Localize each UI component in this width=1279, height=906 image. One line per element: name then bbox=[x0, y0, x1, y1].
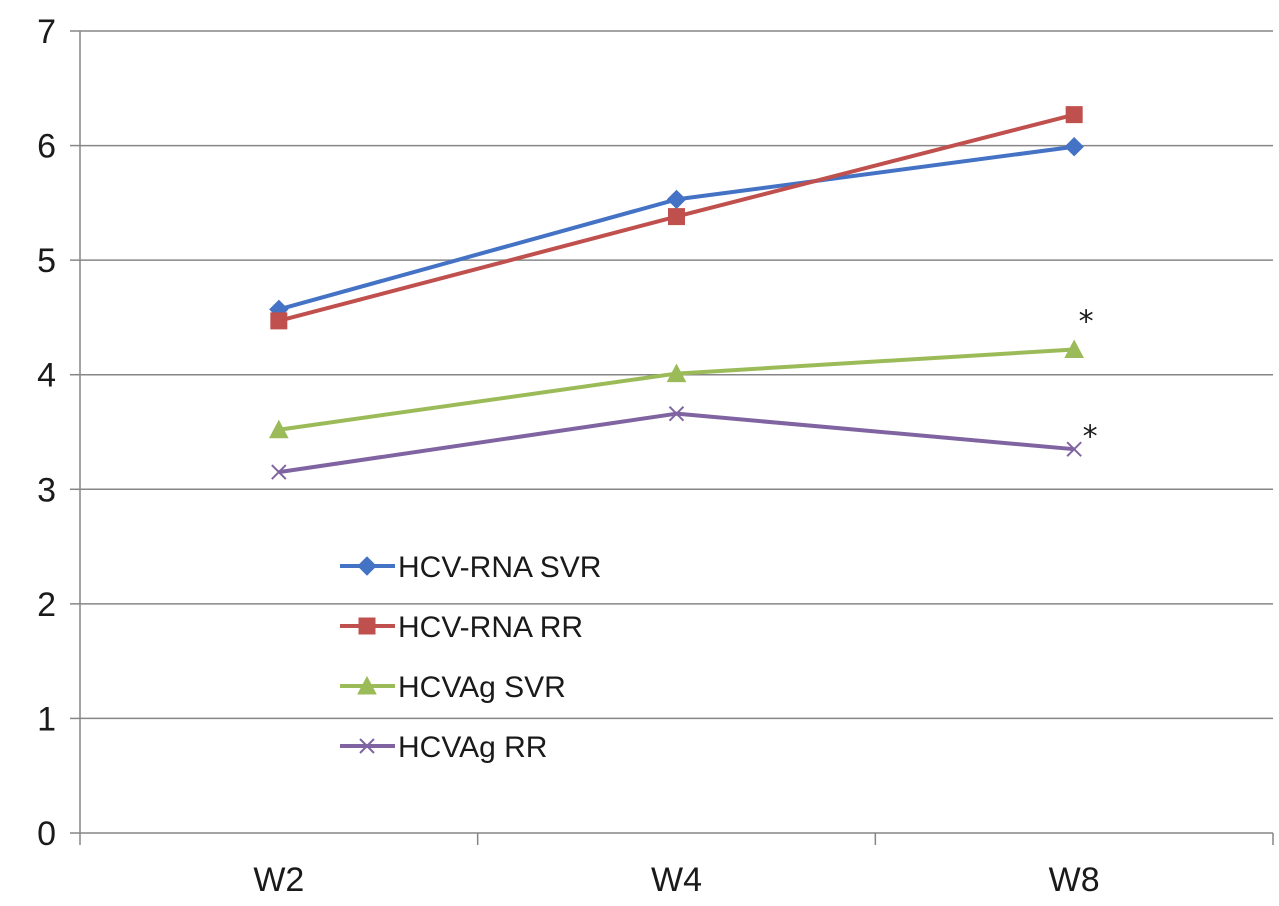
series-3 bbox=[271, 405, 1082, 480]
data-point bbox=[1064, 137, 1084, 157]
legend-marker bbox=[359, 738, 375, 754]
y-tick-label: 6 bbox=[37, 128, 56, 166]
data-point bbox=[270, 312, 288, 330]
y-tick-label: 0 bbox=[37, 815, 56, 853]
data-point bbox=[1065, 106, 1083, 124]
y-tick-label: 5 bbox=[37, 242, 56, 280]
data-point bbox=[271, 464, 287, 480]
y-tick-label: 1 bbox=[37, 700, 56, 738]
gridlines bbox=[80, 30, 1273, 720]
legend-item: HCV-RNA SVR bbox=[340, 551, 601, 584]
series-line bbox=[278, 347, 1075, 432]
y-tick-label: 4 bbox=[37, 357, 56, 395]
series-1 bbox=[270, 106, 1083, 330]
data-point bbox=[668, 208, 685, 226]
significance-marker: * bbox=[1083, 419, 1098, 454]
legend-item: HCVAg SVR bbox=[340, 671, 566, 704]
legend-marker bbox=[357, 556, 377, 576]
data-point bbox=[666, 363, 687, 383]
legend-label: HCV-RNA SVR bbox=[398, 551, 601, 584]
legend-marker bbox=[358, 617, 376, 635]
axes: 0 1 2 3 4 5 6 7 W2 W4 W8 bbox=[37, 13, 1274, 899]
annotations: ** bbox=[1079, 305, 1098, 455]
series-line bbox=[278, 411, 1075, 475]
data-point bbox=[269, 419, 289, 439]
x-tick-label: W8 bbox=[1049, 861, 1100, 899]
legend: HCV-RNA SVR HCV-RNA RR HCVAg SVR HCVAg RR bbox=[340, 551, 601, 764]
series-2 bbox=[269, 339, 1084, 439]
legend-label: HCVAg RR bbox=[398, 731, 547, 764]
x-tick-label: W4 bbox=[651, 861, 702, 899]
series bbox=[269, 106, 1084, 480]
legend-item: HCV-RNA RR bbox=[340, 611, 583, 644]
y-tick-label: 7 bbox=[37, 13, 56, 51]
x-tick-label: W2 bbox=[253, 861, 304, 899]
data-point bbox=[1066, 441, 1082, 457]
legend-label: HCVAg SVR bbox=[398, 671, 566, 704]
series-line bbox=[278, 144, 1075, 312]
legend-item: HCVAg RR bbox=[340, 731, 547, 764]
legend-marker bbox=[357, 675, 377, 695]
legend-label: HCV-RNA RR bbox=[398, 611, 583, 644]
data-point bbox=[668, 405, 685, 422]
data-point bbox=[1064, 339, 1084, 359]
y-tick-label: 2 bbox=[37, 586, 56, 624]
significance-marker: * bbox=[1079, 305, 1094, 340]
data-point bbox=[666, 189, 687, 210]
y-tick-label: 3 bbox=[37, 471, 56, 509]
